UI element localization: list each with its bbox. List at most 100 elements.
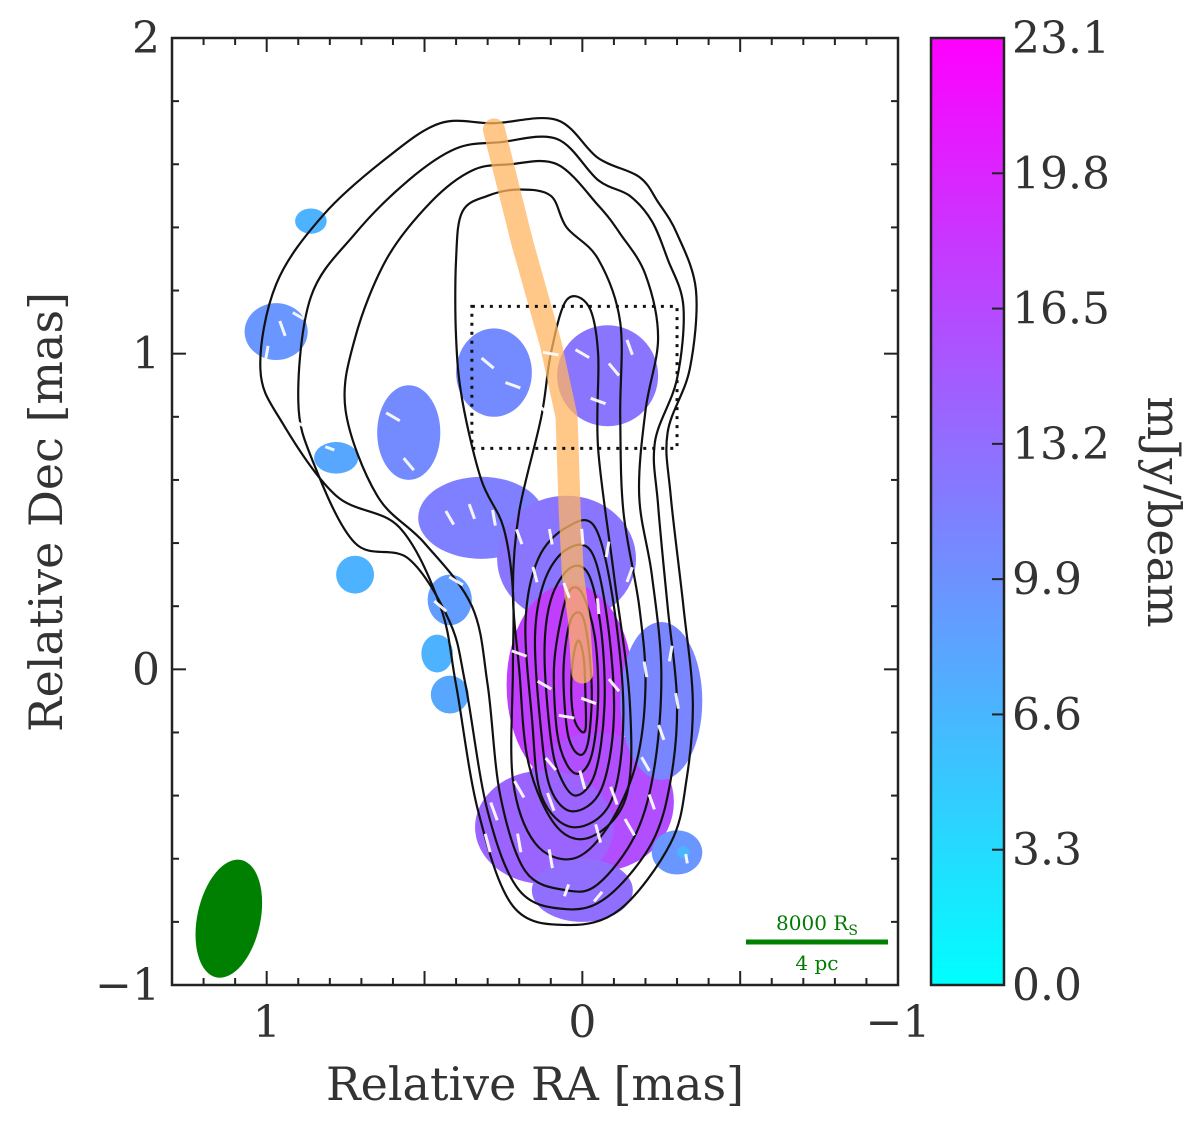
plot-frame [170,36,900,987]
evpa-stick [667,645,674,662]
evpa-stick [444,510,456,526]
evpa-stick [642,661,649,678]
colorbar-tick-label: 0.0 [1012,960,1082,1011]
polarized-region [677,846,690,859]
evpa-stick [562,883,571,897]
evpa-stick [417,480,432,493]
polarized-region [421,634,453,673]
evpa-stick [483,833,492,853]
evpa-stick [542,350,559,357]
evpa-stick [504,381,521,390]
evpa-stick [531,566,539,583]
colorbar [929,36,1006,987]
x-tick-label: −1 [866,997,931,1048]
beam-ellipse [195,859,263,978]
evpa-stick [515,528,524,545]
contour-line [297,135,685,911]
evpa-stick [607,678,621,693]
evpa-stick [278,320,287,337]
polarized-region [336,555,375,594]
evpa-stick [609,786,619,806]
y-axis-ticks: −1 0 1 2 [95,13,898,1011]
evpa-stick [444,731,456,747]
x-axis-ticks: 1 0 −1 [171,38,931,1048]
colorbar-tick-label: 6.6 [1012,689,1082,740]
evpa-stick [647,793,656,810]
polarized-region [295,208,327,234]
evpa-stick [467,503,476,520]
evpa-stick [580,696,597,706]
polarized-region [430,675,469,714]
y-tick-label: 2 [132,13,160,64]
y-tick-label: 1 [132,329,160,380]
evpa-stick [580,528,585,545]
evpa-stick [491,509,497,526]
evpa-stick [483,718,492,735]
evpa-vectors [263,311,689,903]
evpa-stick [558,713,575,720]
evpa-stick [402,457,415,472]
evpa-stick [480,356,495,370]
polarized-region [244,303,308,360]
evpa-stick [513,780,526,799]
evpa-stick [595,598,601,615]
evpa-stick [625,339,634,356]
evpa-stick [448,575,464,587]
evpa-stick [469,677,475,694]
colorbar-tick-label: 16.5 [1012,284,1110,335]
colorbar-tick-label: 13.2 [1012,419,1110,470]
jet-ridge-line [482,118,594,684]
evpa-stick [324,445,335,452]
polarized-region [456,328,532,417]
dotted-zoom-box [470,304,679,450]
colorbar-tick-label: 3.3 [1012,825,1082,876]
evpa-stick [547,528,554,545]
evpa-stick [574,348,590,359]
evpa-stick [607,362,621,377]
evpa-stick [433,599,448,613]
plot-area: 8000 RS 4 pc [195,116,888,978]
evpa-stick [293,419,304,427]
colorbar-tick-label: 19.8 [1012,148,1110,199]
polarized-region [314,442,359,474]
evpa-stick [594,823,603,844]
evpa-stick [292,311,305,321]
evpa-stick [403,572,414,577]
polarized-region [557,325,659,427]
colorbar-label: mJy/beam [1137,396,1191,627]
evpa-stick [489,801,499,821]
evpa-stick [578,770,587,790]
polarized-region [651,830,703,875]
evpa-stick [547,849,554,869]
contour-line [259,116,698,927]
y-tick-label: 0 [132,644,160,695]
evpa-stick [546,792,556,812]
colorbar-ticks: 0.0 3.3 6.6 9.9 13.2 16.5 19.8 23.1 [992,13,1110,1011]
evpa-stick [604,541,611,558]
evpa-stick [537,404,552,417]
y-tick-label: −1 [95,960,160,1011]
polarized-intensity-layer [244,208,703,922]
colorbar-tick-label: 9.9 [1012,554,1082,605]
evpa-stick [516,833,523,853]
evpa-stick [590,396,607,406]
evpa-stick [308,330,320,346]
scale-bar-top-label: 8000 RS [776,911,858,939]
evpa-stick [674,692,680,709]
evpa-stick [562,582,571,599]
evpa-stick [263,345,270,362]
contour-line [454,188,647,861]
evpa-stick [385,411,401,423]
evpa-stick [592,890,604,903]
evpa-stick [657,724,666,741]
evpa-stick [684,853,689,864]
evpa-stick [640,756,651,772]
contour-line [511,295,633,841]
colorbar-tick-label: 23.1 [1012,13,1110,64]
y-axis-label: Relative Dec [mas] [19,292,73,732]
evpa-stick [625,566,634,583]
evpa-stick [511,649,528,658]
x-tick-label: 1 [253,997,281,1048]
